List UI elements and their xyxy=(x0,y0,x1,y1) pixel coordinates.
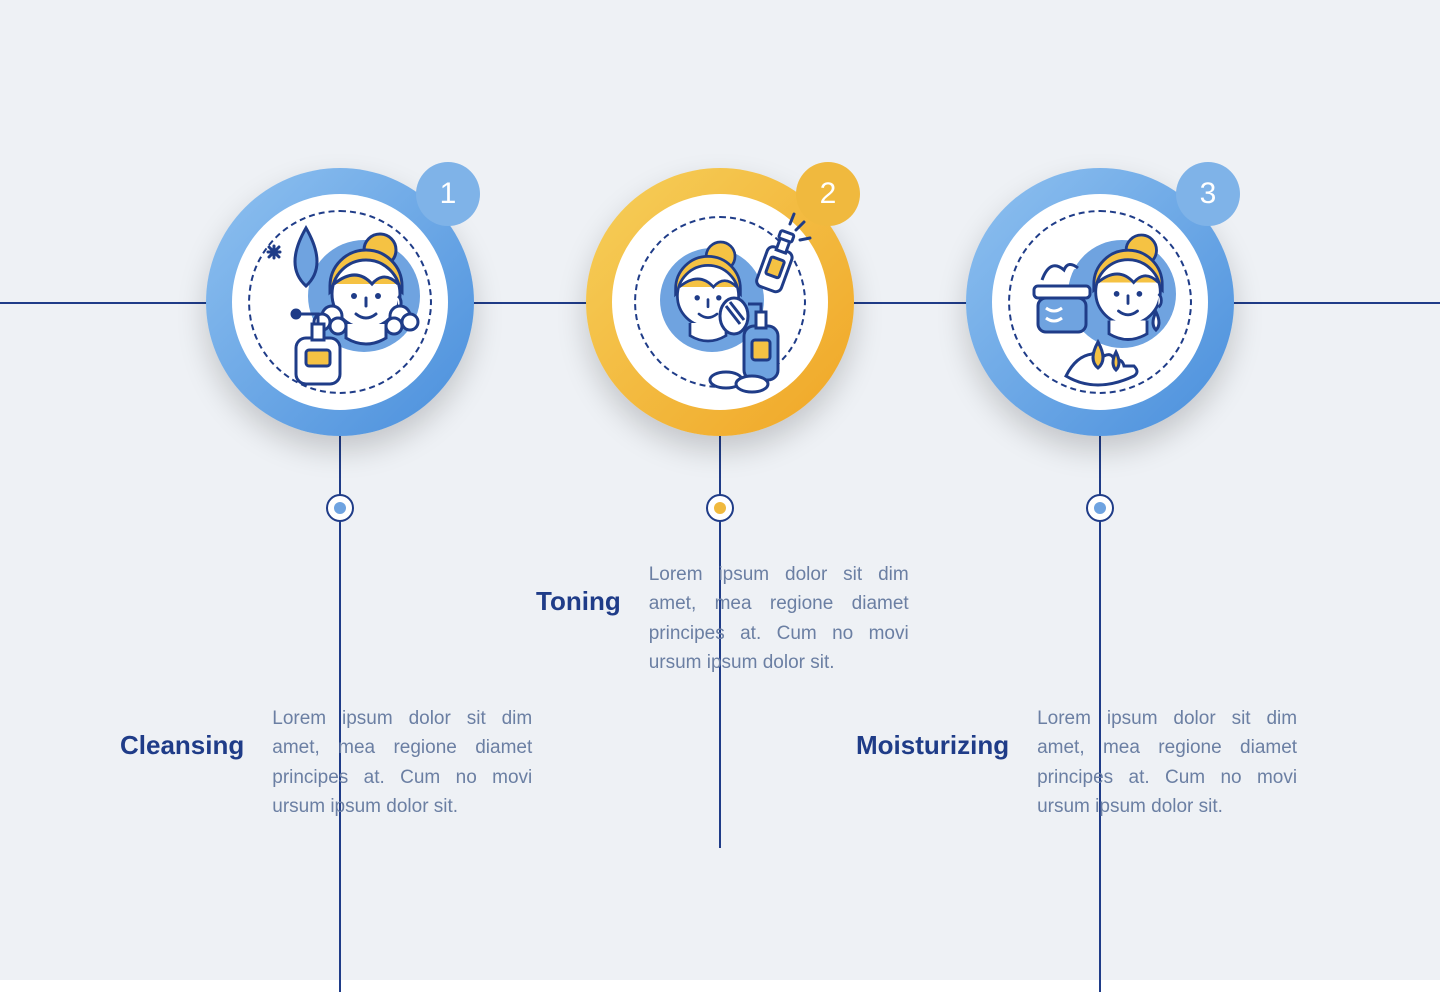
step-body: Lorem ipsum dolor sit dim amet, mea regi… xyxy=(1037,704,1297,822)
step-circle: 2 xyxy=(586,168,854,436)
step-text: Toning Lorem ipsum dolor sit dim amet, me… xyxy=(536,560,909,678)
cleansing-icon xyxy=(246,208,434,396)
step-body: Lorem ipsum dolor sit dim amet, mea regi… xyxy=(272,704,532,822)
step-title: Cleansing xyxy=(120,730,244,761)
step-body: Lorem ipsum dolor sit dim amet, mea regi… xyxy=(649,560,909,678)
step-1: 1 xyxy=(150,168,530,436)
step-title: Moisturizing xyxy=(856,730,1009,761)
connector-marker-dot xyxy=(334,502,346,514)
step-text: Cleansing Lorem ipsum dolor sit dim amet,… xyxy=(120,704,532,822)
connector-marker xyxy=(1086,494,1114,522)
step-circle: 3 xyxy=(966,168,1234,436)
connector-marker xyxy=(326,494,354,522)
step-title: Toning xyxy=(536,586,621,617)
connector-marker-dot xyxy=(714,502,726,514)
step-3: 3 xyxy=(910,168,1290,436)
connector-marker-dot xyxy=(1094,502,1106,514)
moisturizing-icon xyxy=(1006,208,1194,396)
step-2: 2 xyxy=(530,168,910,436)
step-circle: 1 xyxy=(206,168,474,436)
step-text: Moisturizing Lorem ipsum dolor sit dim am… xyxy=(856,704,1297,822)
connector-marker xyxy=(706,494,734,522)
toning-icon xyxy=(626,208,814,396)
